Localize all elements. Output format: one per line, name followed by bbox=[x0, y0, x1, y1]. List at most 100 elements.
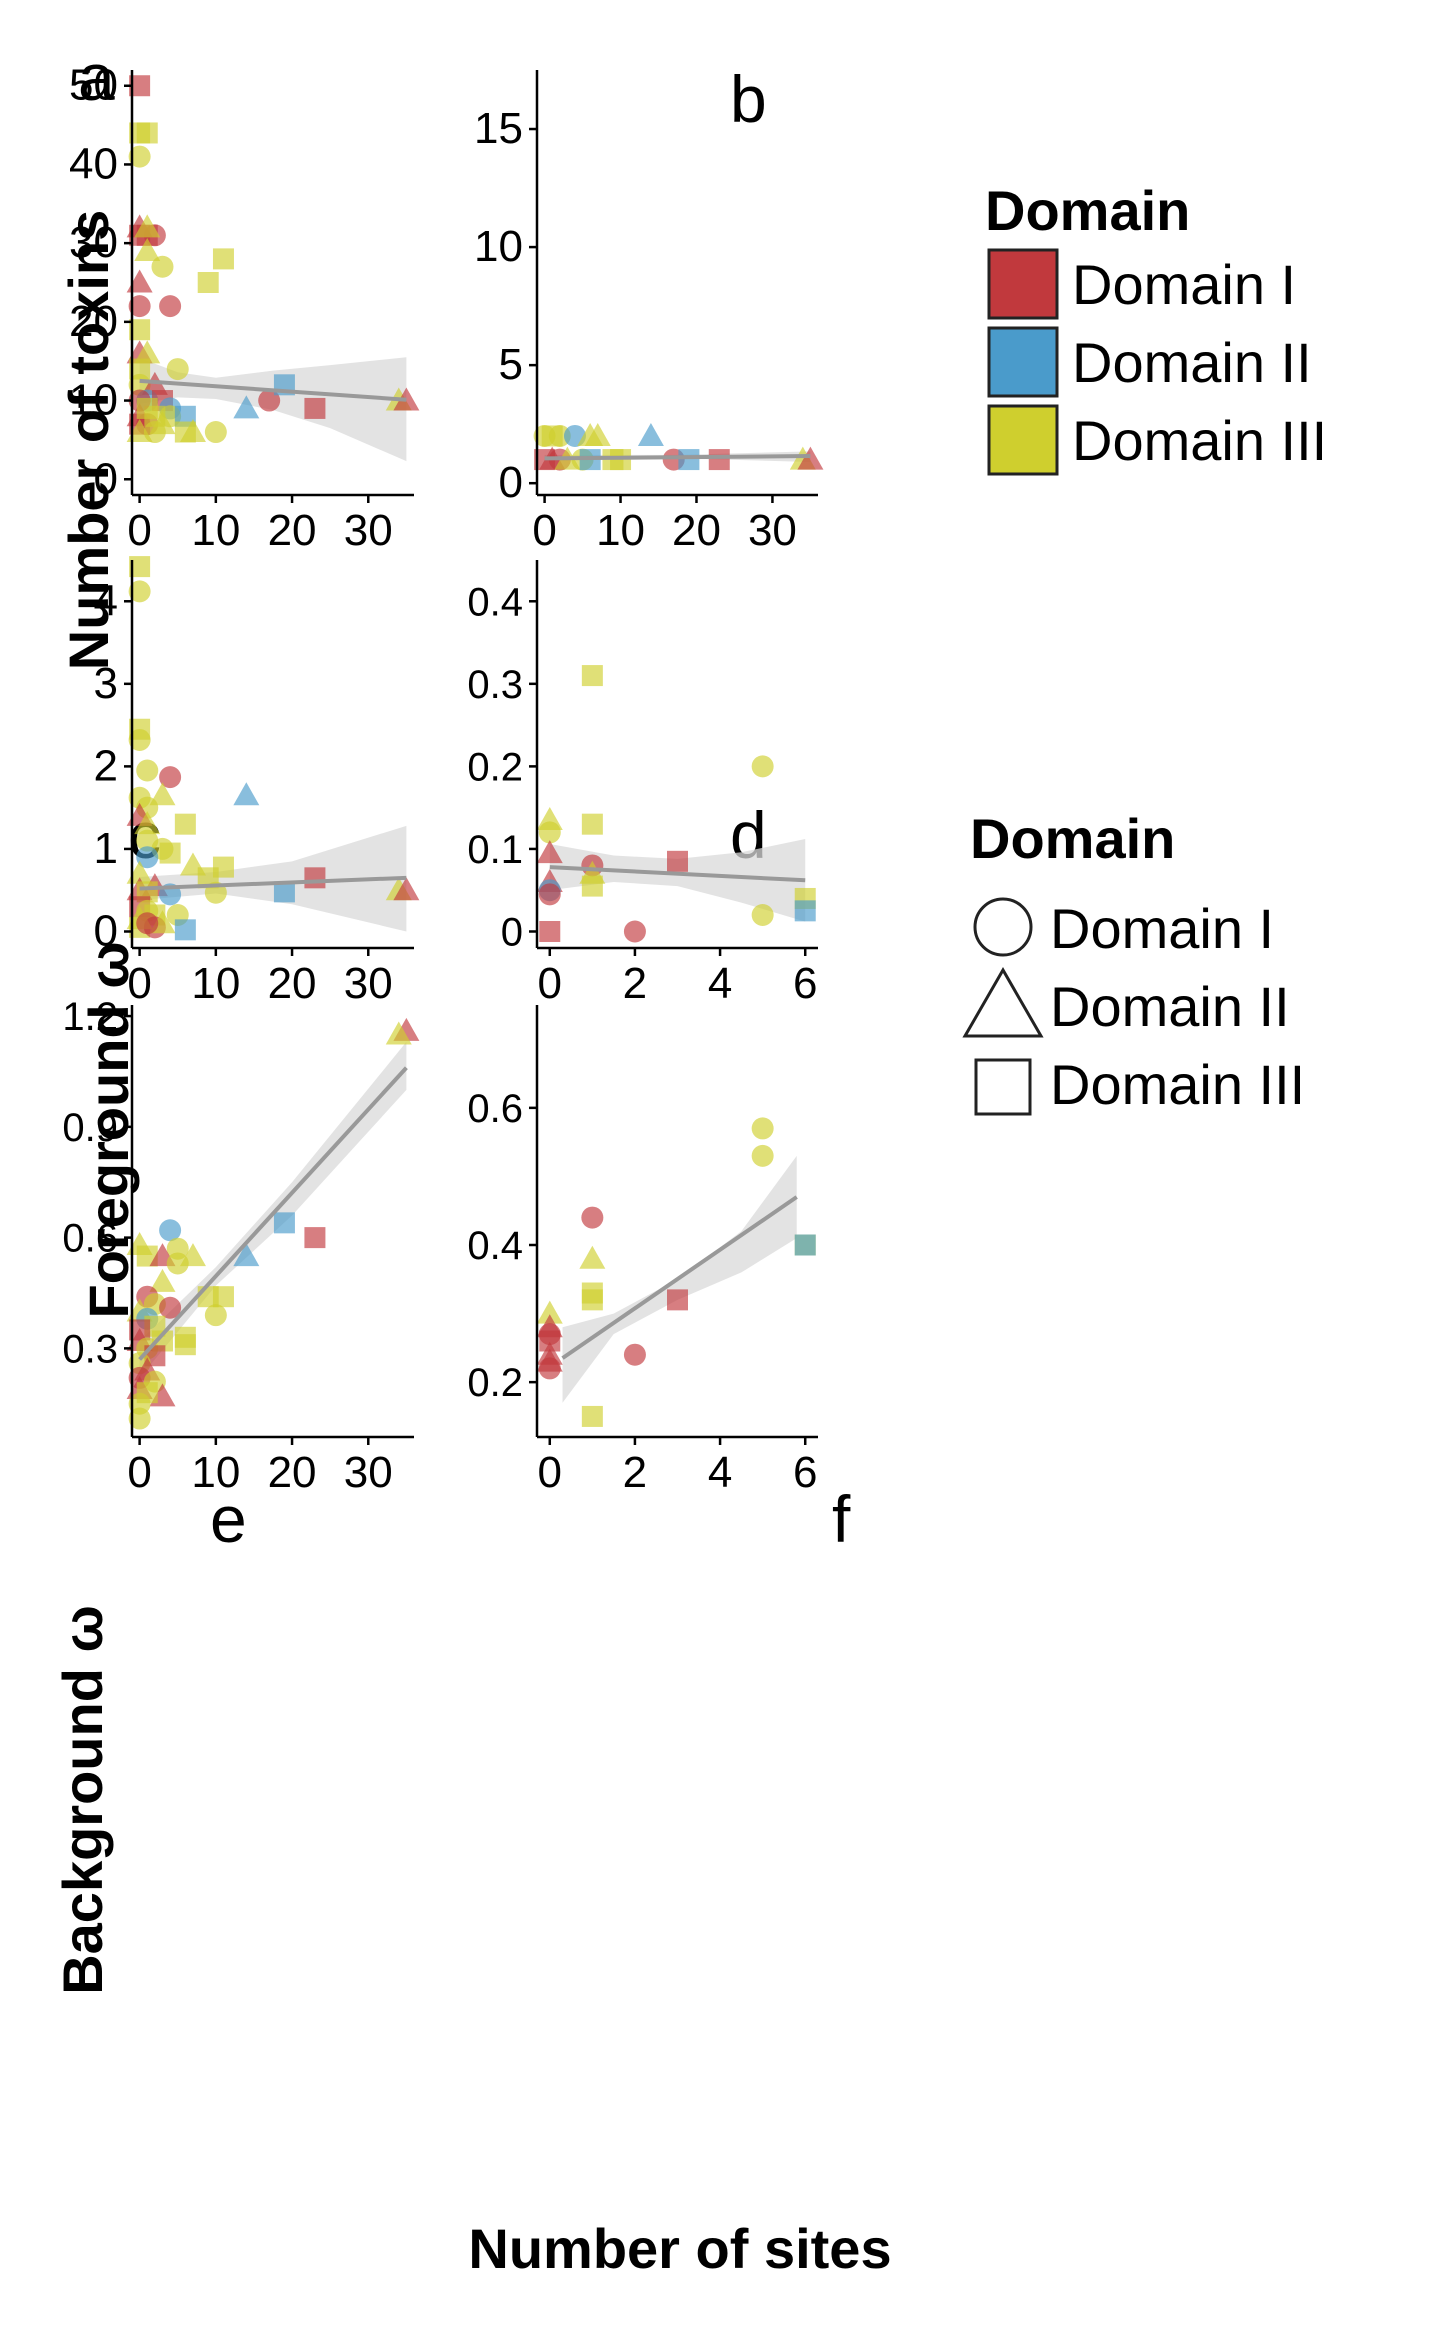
data-point-square bbox=[129, 556, 151, 578]
data-point-triangle bbox=[126, 269, 153, 293]
x-tick-label: 30 bbox=[748, 506, 797, 555]
y-tick-label: 50 bbox=[69, 61, 118, 110]
panel-letter-e: e bbox=[210, 1482, 247, 1556]
data-point-triangle bbox=[134, 811, 161, 835]
data-point-square bbox=[794, 1234, 816, 1256]
data-point-square bbox=[667, 1289, 688, 1311]
trend-line bbox=[138, 1066, 408, 1361]
panel-f: f 0 2 4 6 0.2 0.4 0.6 bbox=[467, 1005, 851, 1556]
y-tick-label: 0.6 bbox=[467, 1087, 523, 1131]
data-point-circle bbox=[159, 1296, 182, 1319]
data-point-circle bbox=[166, 1252, 189, 1275]
legend-fill-swatch-domain-i bbox=[987, 248, 1059, 320]
legend-shape-title: Domain bbox=[970, 807, 1175, 870]
data-point-circle bbox=[623, 920, 646, 943]
legend-fill-label-domain-iii: Domain III bbox=[1072, 409, 1327, 472]
data-point-square bbox=[159, 842, 181, 864]
data-point-circle bbox=[538, 883, 561, 906]
data-point-triangle bbox=[149, 1268, 176, 1292]
trend-line bbox=[549, 865, 806, 883]
data-point-triangle bbox=[233, 782, 260, 806]
x-tick-label: 0 bbox=[127, 506, 151, 555]
x-tick-label: 6 bbox=[793, 959, 817, 1008]
y-tick-label: 40 bbox=[69, 139, 118, 188]
x-tick-label: 30 bbox=[344, 506, 393, 555]
data-point-square bbox=[174, 813, 196, 835]
data-point-triangle bbox=[637, 422, 664, 446]
data-point-square bbox=[129, 319, 151, 341]
data-point-circle bbox=[751, 755, 774, 778]
data-point-square bbox=[273, 1212, 295, 1234]
y-tick-label: 15 bbox=[474, 104, 523, 153]
data-point-circle bbox=[548, 424, 571, 447]
data-point-square bbox=[678, 449, 700, 471]
y-tick-label: 0.2 bbox=[467, 1361, 523, 1405]
legend-fill: Domain Domain I Domain II Domain III bbox=[985, 179, 1327, 476]
data-point-circle bbox=[751, 1117, 774, 1140]
y-tick-label: 3 bbox=[94, 659, 118, 708]
data-point-square bbox=[581, 665, 603, 687]
y-tick-label: 0 bbox=[501, 910, 523, 954]
data-point-circle bbox=[159, 766, 182, 789]
x-tick-label: 6 bbox=[793, 1448, 817, 1497]
data-point-square bbox=[539, 1330, 561, 1352]
x-tick-label: 10 bbox=[191, 506, 240, 555]
y-tick-label: 30 bbox=[69, 218, 118, 267]
data-point-square bbox=[174, 421, 196, 443]
legend-fill-swatch-domain-ii bbox=[987, 326, 1059, 398]
data-point-square bbox=[304, 397, 326, 419]
panel-b: b 0 10 20 30 0 5 10 15 bbox=[474, 62, 824, 555]
data-point-triangle bbox=[393, 877, 420, 901]
data-point-triangle bbox=[149, 782, 176, 806]
legend-fill-label-domain-i: Domain I bbox=[1072, 253, 1296, 316]
legend-shape-circle-icon bbox=[973, 897, 1033, 957]
y-tick-label: 0.4 bbox=[467, 580, 523, 624]
data-point-triangle bbox=[233, 1243, 260, 1267]
data-point-square bbox=[581, 875, 603, 897]
x-tick-label: 30 bbox=[344, 959, 393, 1008]
y-tick-label: 0.9 bbox=[62, 1106, 118, 1150]
data-point-square bbox=[136, 1382, 158, 1404]
trend-line bbox=[139, 378, 407, 402]
legend-shape-square-icon bbox=[974, 1058, 1032, 1116]
y-tick-label: 0.4 bbox=[467, 1224, 523, 1268]
data-point-circle bbox=[166, 358, 189, 381]
data-point-circle bbox=[136, 759, 159, 782]
x-tick-label: 0 bbox=[538, 959, 562, 1008]
y-tick-label: 0.3 bbox=[62, 1327, 118, 1371]
panel-e: e 0 10 20 30 0.3 0.6 0.9 1.2 bbox=[62, 995, 420, 1556]
y-tick-label: 0 bbox=[94, 454, 118, 503]
data-point-circle bbox=[151, 255, 174, 278]
data-point-circle bbox=[204, 421, 227, 444]
data-point-circle bbox=[136, 912, 159, 935]
panel-letter-b: b bbox=[730, 62, 767, 136]
data-point-square bbox=[667, 850, 688, 872]
data-point-square bbox=[174, 919, 196, 941]
x-tick-label: 0 bbox=[538, 1448, 562, 1497]
ci-band bbox=[139, 825, 407, 932]
data-point-circle bbox=[751, 1144, 774, 1167]
y-tick-label: 1.2 bbox=[62, 995, 118, 1039]
y-tick-label: 4 bbox=[94, 576, 118, 625]
data-point-circle bbox=[128, 295, 151, 318]
data-point-triangle bbox=[134, 214, 161, 238]
data-point-square bbox=[581, 813, 603, 835]
x-tick-label: 10 bbox=[191, 1448, 240, 1497]
y-tick-label: 0.2 bbox=[467, 745, 523, 789]
legend-shape: Domain Domain I Domain II Domain III bbox=[962, 807, 1305, 1116]
data-point-triangle bbox=[536, 840, 563, 864]
data-point-square bbox=[304, 1227, 326, 1249]
data-point-triangle bbox=[385, 1021, 412, 1045]
data-point-triangle bbox=[584, 422, 611, 446]
data-point-triangle bbox=[134, 238, 161, 262]
data-point-triangle bbox=[797, 446, 824, 470]
x-tick-label: 2 bbox=[623, 959, 647, 1008]
x-tick-label: 10 bbox=[596, 506, 645, 555]
y-tick-label: 0 bbox=[499, 458, 523, 507]
data-point-circle bbox=[128, 145, 151, 168]
data-point-square bbox=[581, 1405, 603, 1427]
x-tick-label: 4 bbox=[708, 1448, 732, 1497]
x-tick-label: 0 bbox=[127, 1448, 151, 1497]
legend-shape-label-domain-iii: Domain III bbox=[1050, 1053, 1305, 1116]
